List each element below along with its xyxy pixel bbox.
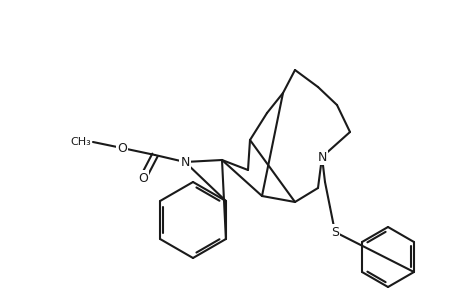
Text: O: O [117, 142, 127, 154]
Text: N: N [317, 151, 326, 164]
Text: O: O [138, 172, 148, 184]
Text: N: N [180, 155, 189, 169]
Text: S: S [330, 226, 338, 238]
Text: CH₃: CH₃ [70, 137, 91, 147]
